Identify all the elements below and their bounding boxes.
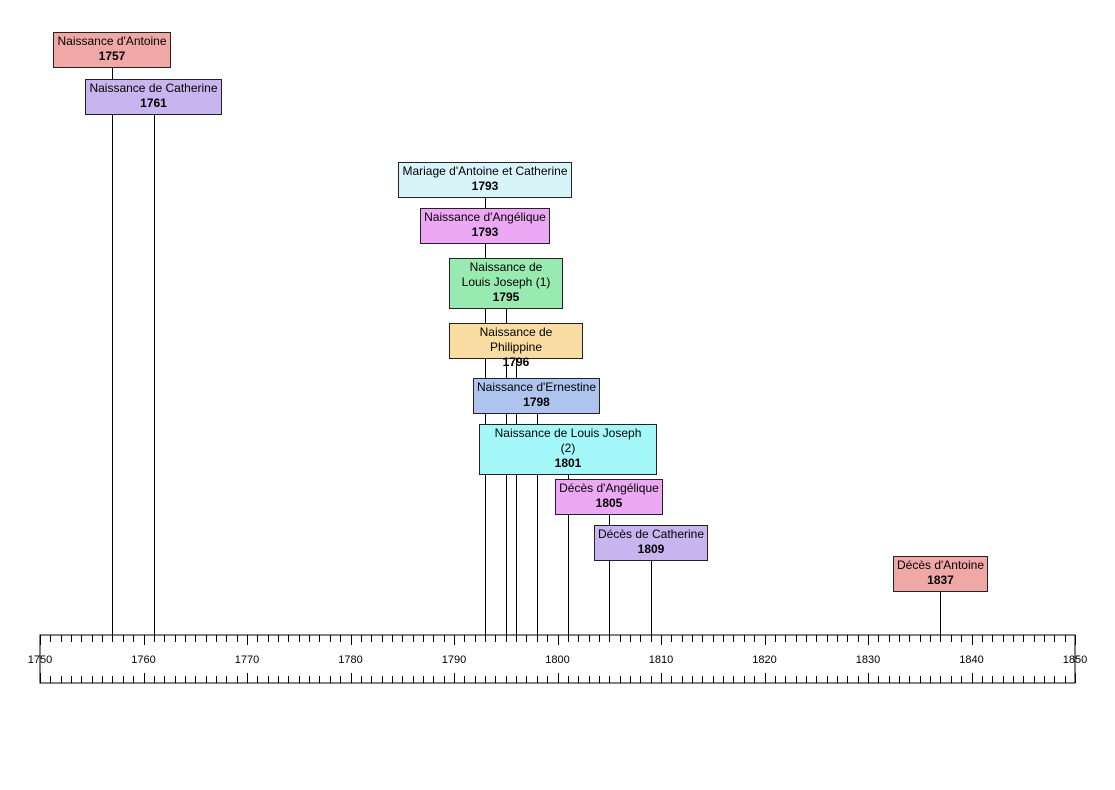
event-year: 1793 xyxy=(471,179,499,193)
event-title: Naissance d'Angélique xyxy=(424,210,546,224)
event-naissance-catherine: Naissance de Catherine 1761 xyxy=(85,79,222,115)
event-mariage: Mariage d'Antoine et Catherine 1793 xyxy=(398,162,572,198)
axis-tick-labels: 1750 1760 1770 1780 1790 1800 1810 1820 … xyxy=(28,654,1087,666)
event-deces-antoine: Décès d'Antoine 1837 xyxy=(893,556,988,592)
timeline-axis: 1750 1760 1770 1780 1790 1800 1810 1820 … xyxy=(28,634,1087,684)
tick-label-1770: 1770 xyxy=(235,654,259,666)
event-year: 1761 xyxy=(140,96,167,110)
tick-label-1790: 1790 xyxy=(442,654,466,666)
event-title: Décès de Catherine xyxy=(597,527,705,541)
event-title: Décès d'Antoine xyxy=(896,558,984,572)
tick-label-1780: 1780 xyxy=(338,654,362,666)
event-deces-catherine: Décès de Catherine 1809 xyxy=(594,525,708,561)
event-title: Naissance de Louis Joseph (2) xyxy=(494,426,642,455)
event-title: Naissance de Catherine xyxy=(89,81,218,95)
event-naissance-ernestine: Naissance d'Ernestine 1798 xyxy=(473,378,600,414)
event-naissance-antoine: Naissance d'Antoine 1757 xyxy=(53,32,171,68)
event-year: 1809 xyxy=(637,542,665,556)
axis-band xyxy=(39,634,1076,684)
event-title: Naissance d'Antoine xyxy=(57,34,167,48)
event-deces-angelique: Décès d'Angélique 1805 xyxy=(555,479,663,515)
event-year: 1801 xyxy=(554,456,582,470)
event-title: Naissance d'Ernestine xyxy=(476,380,597,394)
event-title: Mariage d'Antoine et Catherine xyxy=(402,164,568,178)
event-year: 1793 xyxy=(471,225,499,239)
event-year: 1796 xyxy=(502,355,530,369)
event-title: Naissance de Louis Joseph (1) xyxy=(461,260,551,289)
event-year: 1805 xyxy=(595,496,623,510)
event-title: Naissance de Philippine xyxy=(479,325,553,354)
tick-label-1840: 1840 xyxy=(959,654,983,666)
axis-ticks xyxy=(40,635,1076,683)
event-year: 1757 xyxy=(98,49,126,63)
event-naissance-angelique: Naissance d'Angélique 1793 xyxy=(420,208,550,244)
event-title: Décès d'Angélique xyxy=(559,481,659,495)
event-year: 1798 xyxy=(523,395,550,409)
tick-label-1820: 1820 xyxy=(752,654,776,666)
tick-label-1750: 1750 xyxy=(28,654,52,666)
tick-label-1810: 1810 xyxy=(649,654,673,666)
event-naissance-louis-joseph-2: Naissance de Louis Joseph (2) 1801 xyxy=(479,424,657,475)
event-naissance-philippine: Naissance de Philippine 1796 xyxy=(449,323,583,369)
event-naissance-louis-joseph-1: Naissance de Louis Joseph (1) 1795 xyxy=(449,258,563,309)
tick-label-1760: 1760 xyxy=(131,654,155,666)
tick-label-1830: 1830 xyxy=(856,654,880,666)
event-year: 1837 xyxy=(927,573,954,587)
tick-label-1800: 1800 xyxy=(545,654,569,666)
event-year: 1795 xyxy=(492,290,520,304)
tick-label-1850: 1850 xyxy=(1063,654,1087,666)
